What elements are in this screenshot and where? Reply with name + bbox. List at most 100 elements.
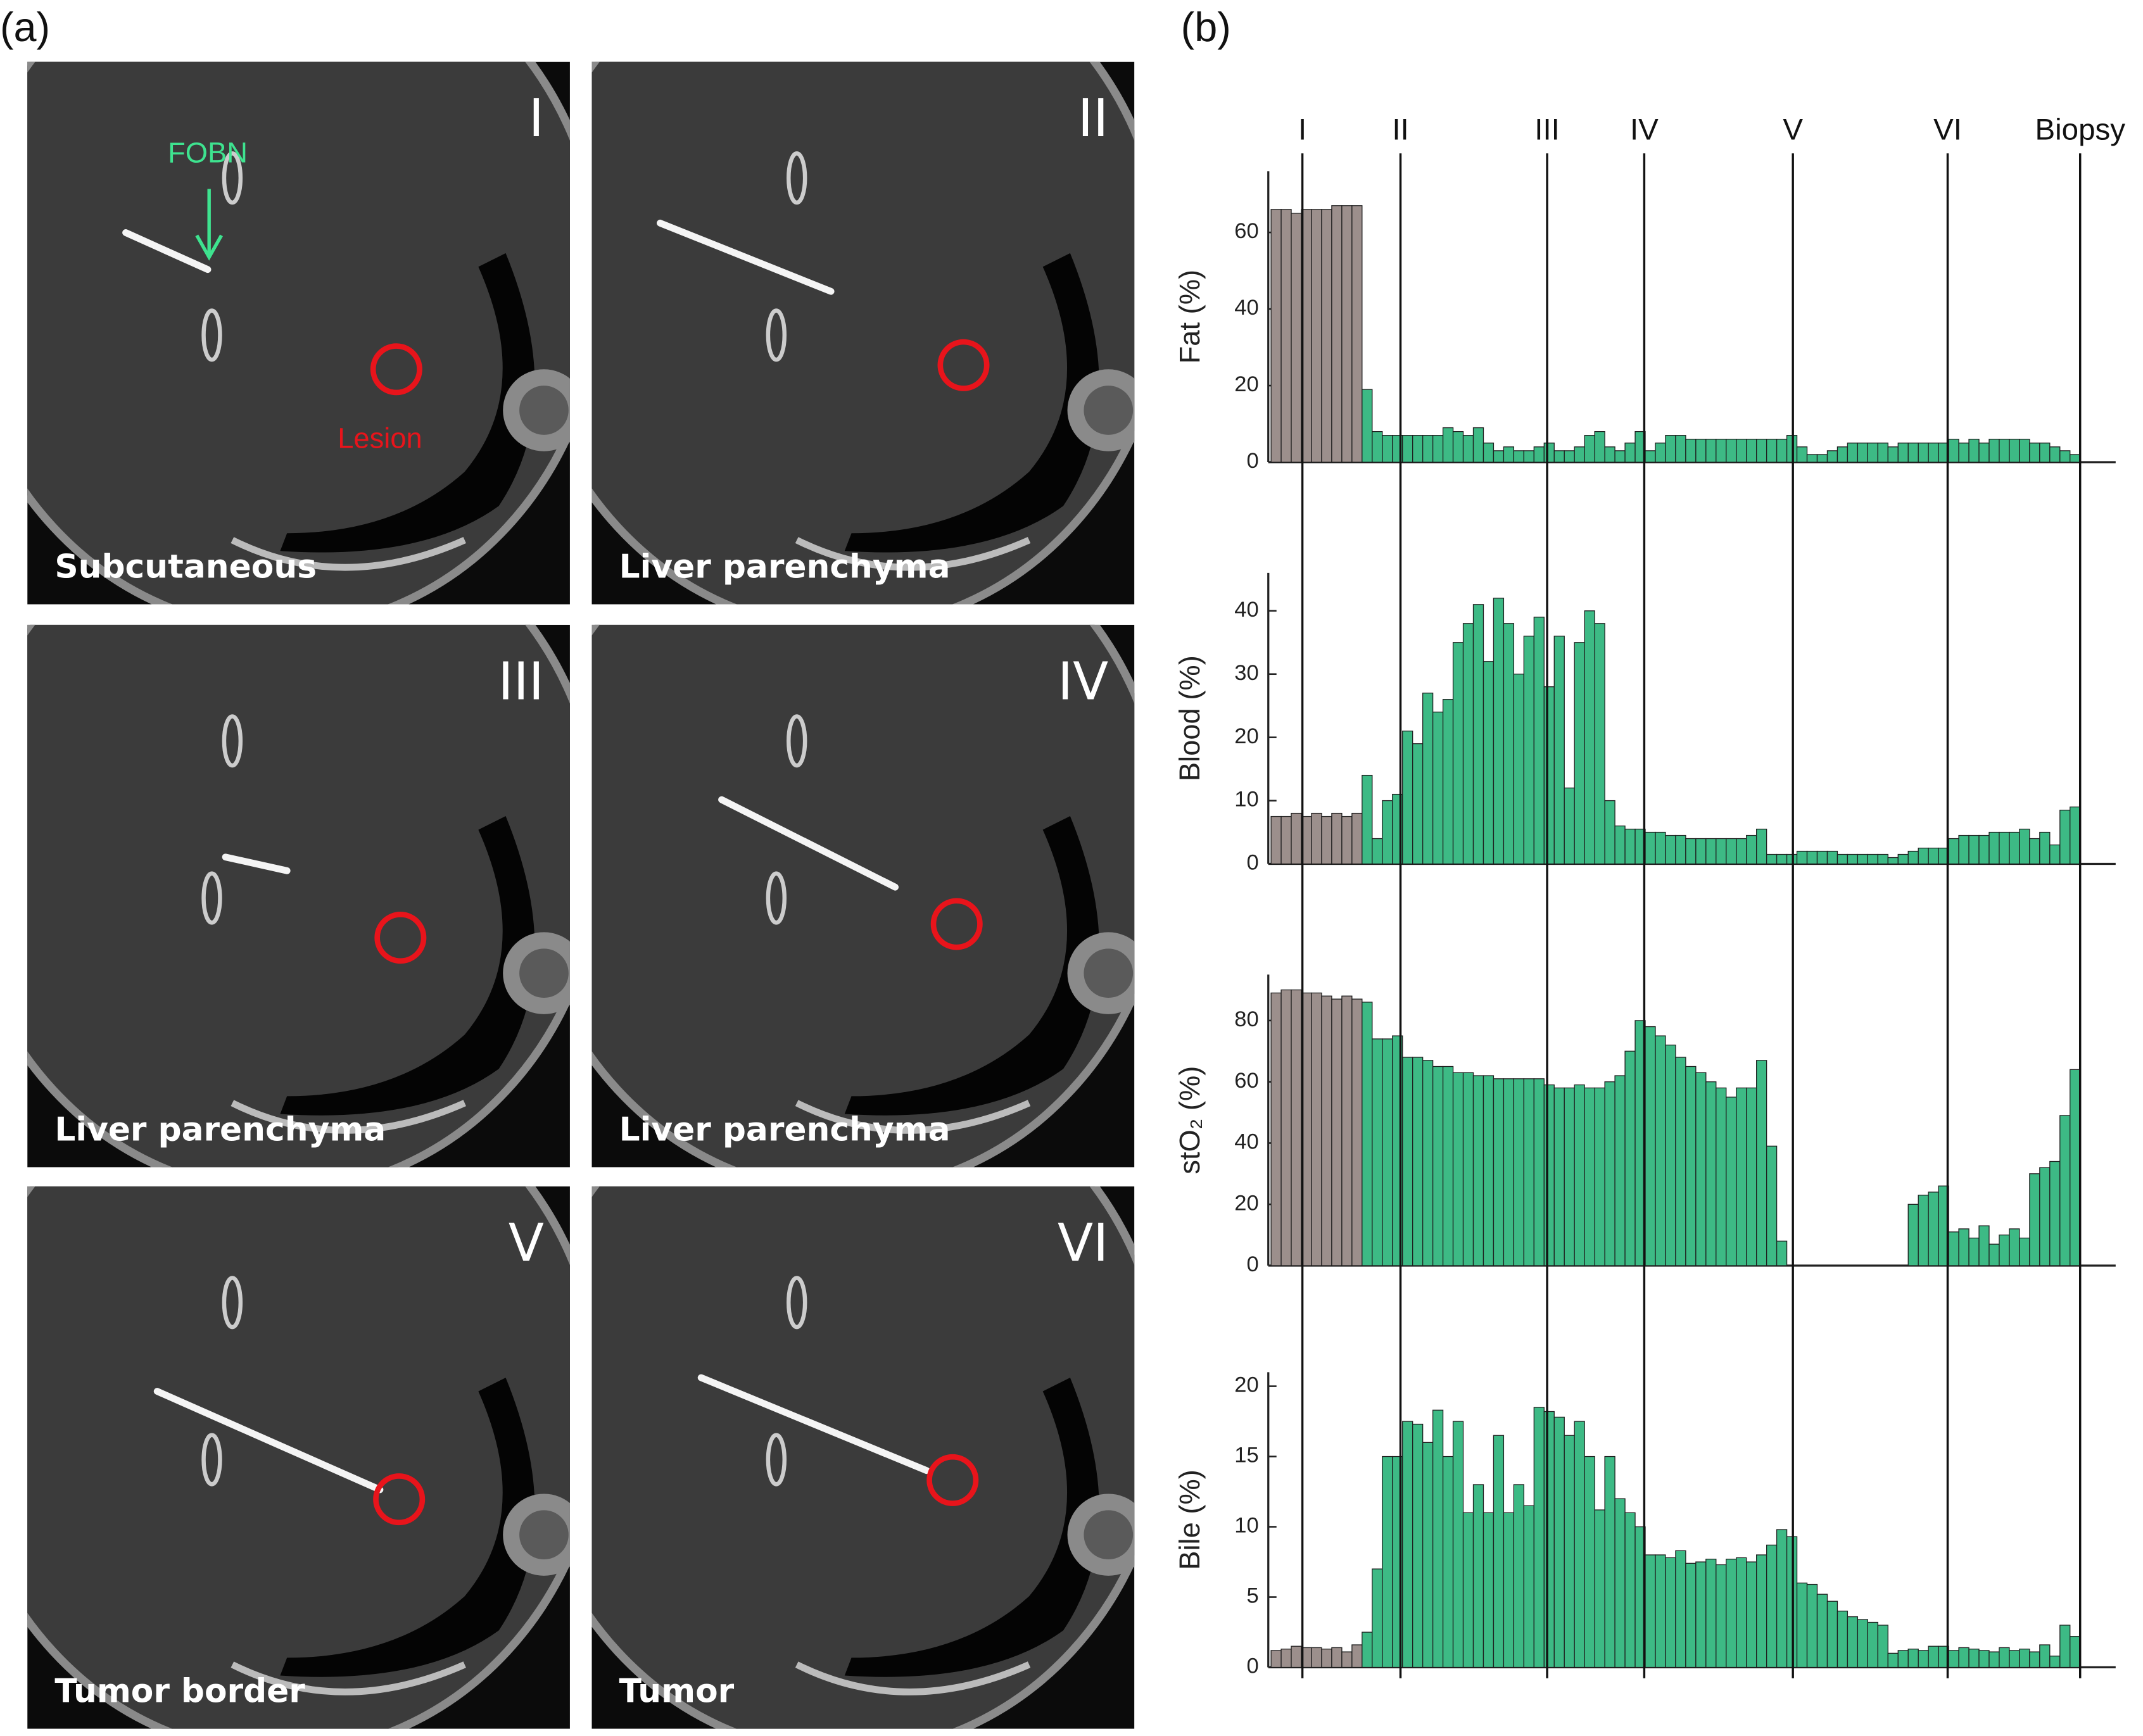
bar: [1685, 1563, 1697, 1668]
bar: [1665, 1044, 1676, 1266]
bar: [1382, 435, 1393, 463]
needle: [656, 219, 835, 295]
bar: [1280, 989, 1292, 1266]
event-label: IV: [1630, 113, 1659, 146]
bar: [1462, 1512, 1474, 1668]
ct-image: I Subcutaneous: [27, 61, 570, 605]
bar: [1705, 1558, 1717, 1668]
bar: [1493, 450, 1505, 463]
bar: [1402, 1057, 1413, 1266]
bar: [2009, 1228, 2020, 1266]
bar: [1452, 1072, 1464, 1266]
bar: [1351, 998, 1363, 1266]
bar: [1564, 1087, 1575, 1266]
bar: [2029, 443, 2040, 463]
ct-liver-edge: [795, 1661, 1031, 1695]
bar: [1675, 435, 1686, 463]
bar: [1826, 450, 1838, 463]
event-label: III: [1534, 113, 1560, 146]
bar: [1543, 1084, 1555, 1266]
needle: [222, 853, 291, 874]
needle: [718, 796, 899, 891]
bar: [1918, 847, 1929, 865]
ct-rib: [201, 871, 222, 925]
bar: [1543, 443, 1555, 463]
ct-rib: [201, 1433, 222, 1487]
bar: [1452, 642, 1464, 865]
y-tick-label: 40: [1234, 296, 1258, 320]
bar: [1422, 1442, 1434, 1668]
ct-liver-edge: [231, 1100, 466, 1134]
needle-arrowhead: [195, 234, 223, 261]
y-tick-label: 20: [1234, 372, 1258, 396]
event-label: VI: [1933, 113, 1962, 146]
ct-body: [591, 624, 1135, 1167]
bar: [1796, 1582, 1808, 1668]
bar: [1655, 1035, 1666, 1266]
bar: [1816, 454, 1828, 463]
bar: [1695, 838, 1707, 865]
bar: [1523, 1505, 1534, 1668]
bar: [1847, 443, 1859, 463]
ct-lung: [844, 1377, 1099, 1677]
bar: [1472, 1484, 1484, 1668]
bar: [1513, 1078, 1524, 1266]
ct-spine-core: [1084, 948, 1134, 998]
bar: [1655, 443, 1666, 463]
bar: [1776, 853, 1788, 865]
event-label: Biopsy: [2035, 113, 2125, 146]
bar: [1513, 674, 1524, 865]
bar: [2029, 838, 2040, 865]
bar: [2059, 1625, 2071, 1668]
bar: [1291, 989, 1302, 1266]
bar: [1331, 998, 1343, 1266]
bar: [1645, 1026, 1656, 1266]
target-circle: [374, 912, 427, 964]
bar: [1988, 1651, 2000, 1668]
bar: [1665, 834, 1676, 865]
bar: [1988, 1243, 2000, 1266]
bar: [1655, 831, 1666, 865]
bar: [1665, 435, 1676, 463]
bar: [1948, 838, 1959, 865]
ct-rib: [766, 1433, 787, 1487]
bar: [1918, 1195, 1929, 1266]
bar: [1988, 831, 2000, 865]
bar: [1280, 209, 1292, 463]
y-tick-label: 60: [1234, 219, 1258, 243]
y-tick-label: 20: [1234, 1191, 1258, 1215]
bar: [1867, 853, 1878, 865]
ct-rib: [222, 714, 243, 768]
ct-liver-edge: [231, 537, 466, 571]
bar: [2009, 1650, 2020, 1668]
bar: [1726, 1097, 1737, 1266]
bar: [1462, 435, 1474, 463]
y-tick-label: 0: [1246, 1654, 1258, 1678]
y-tick-label: 30: [1234, 661, 1258, 685]
bar: [1472, 604, 1484, 865]
ct-image: III Liver parenchyma: [27, 624, 570, 1167]
bar: [1553, 1087, 1565, 1266]
bar: [1503, 1512, 1515, 1668]
bar: [1726, 838, 1737, 865]
bar: [1836, 853, 1849, 865]
bar: [2039, 1644, 2051, 1668]
bar: [2049, 844, 2061, 865]
ct-rib: [222, 151, 243, 205]
bar: [1553, 450, 1565, 463]
bar: [1948, 1650, 1959, 1668]
bar: [1897, 853, 1909, 865]
bar: [1695, 439, 1707, 463]
bar: [1351, 1644, 1363, 1668]
bar: [1584, 1456, 1595, 1668]
bar: [1503, 1078, 1515, 1266]
bar: [1452, 1421, 1464, 1668]
bar: [1482, 661, 1495, 865]
bar: [1958, 443, 1969, 463]
bar: [1564, 1435, 1575, 1668]
bar: [1614, 1075, 1626, 1266]
image-caption: Liver parenchyma: [619, 548, 951, 586]
bar: [1958, 834, 1969, 865]
ct-lung: [280, 815, 535, 1116]
